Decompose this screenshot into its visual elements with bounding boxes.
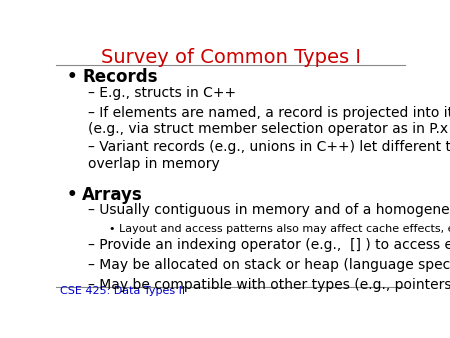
Text: CSE 425: Data Types II: CSE 425: Data Types II	[60, 286, 185, 296]
Text: – Usually contiguous in memory and of a homogeneous type: – Usually contiguous in memory and of a …	[88, 203, 450, 217]
Text: • Layout and access patterns also may affect cache effects, etc.: • Layout and access patterns also may af…	[108, 223, 450, 234]
Text: Arrays: Arrays	[82, 186, 143, 203]
Text: Records: Records	[82, 68, 158, 86]
Text: – If elements are named, a record is projected into its fields
(e.g., via struct: – If elements are named, a record is pro…	[88, 106, 450, 136]
Text: – May be allocated on stack or heap (language specific): – May be allocated on stack or heap (lan…	[88, 258, 450, 272]
Text: •: •	[67, 68, 77, 86]
Text: – May be compatible with other types (e.g., pointers in C++): – May be compatible with other types (e.…	[88, 279, 450, 292]
Text: Survey of Common Types I: Survey of Common Types I	[101, 48, 360, 67]
Text: – E.g., structs in C++: – E.g., structs in C++	[88, 86, 236, 100]
Text: •: •	[67, 186, 77, 203]
Text: – Provide an indexing operator (e.g.,  [] ) to access elements: – Provide an indexing operator (e.g., []…	[88, 238, 450, 252]
Text: – Variant records (e.g., unions in C++) let different types
overlap in memory: – Variant records (e.g., unions in C++) …	[88, 141, 450, 171]
